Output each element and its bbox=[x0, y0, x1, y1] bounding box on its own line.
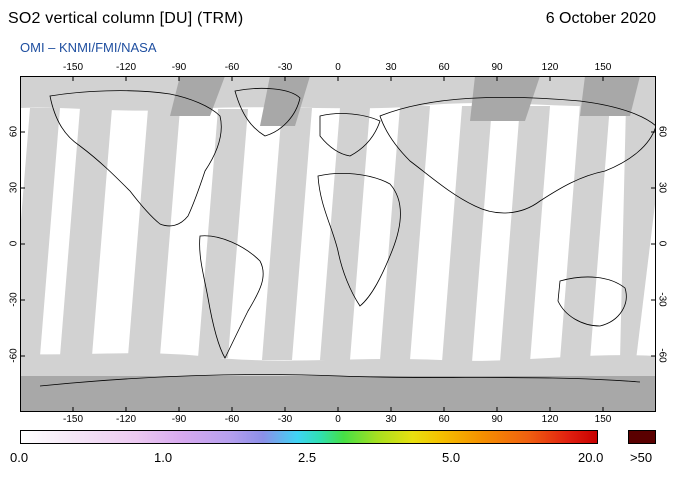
lat-tick-label-right: 0 bbox=[656, 240, 668, 247]
colorbar-label-3: 5.0 bbox=[442, 450, 461, 465]
colorbar-label-5: >50 bbox=[630, 450, 653, 465]
lon-tick-label-bottom: 120 bbox=[541, 414, 559, 425]
lon-tick-label-top: 120 bbox=[541, 62, 559, 73]
lon-tick-label-top: 150 bbox=[594, 62, 612, 73]
colorbar-overflow-swatch bbox=[628, 430, 656, 444]
colorbar-label-4: 20.0 bbox=[578, 450, 604, 465]
lon-tick-label-bottom: 150 bbox=[594, 414, 612, 425]
lat-tick-label-right: 60 bbox=[656, 125, 668, 138]
lon-tick-label-top: 30 bbox=[385, 62, 397, 73]
lat-tick-label-left: 0 bbox=[8, 240, 20, 247]
lat-tick-label-right: -60 bbox=[656, 348, 668, 363]
graticule-ticks bbox=[20, 76, 656, 412]
lon-tick-label-bottom: 0 bbox=[335, 414, 341, 425]
map-canvas bbox=[20, 76, 656, 412]
lon-tick-label-top: -60 bbox=[224, 62, 240, 73]
colorbar-label-1: 1.0 bbox=[154, 450, 173, 465]
orbit-overlap bbox=[20, 76, 656, 412]
map-subtitle: OMI – KNMI/FMI/NASA bbox=[20, 40, 157, 55]
lon-tick-label-top: 0 bbox=[335, 62, 341, 73]
lat-tick-label-left: 30 bbox=[8, 181, 20, 194]
lon-tick-label-top: 60 bbox=[438, 62, 450, 73]
lat-tick-label-left: -30 bbox=[8, 292, 20, 307]
colorbar-label-2: 2.5 bbox=[298, 450, 317, 465]
lon-tick-label-bottom: -120 bbox=[115, 414, 136, 425]
coastlines bbox=[39, 87, 656, 387]
lon-tick-label-bottom: 30 bbox=[385, 414, 397, 425]
lat-tick-label-right: -30 bbox=[656, 292, 668, 307]
colorbar bbox=[20, 430, 598, 444]
colorbar-label-0: 0.0 bbox=[10, 450, 29, 465]
orbit-gaps bbox=[20, 104, 656, 362]
lon-tick-label-bottom: -90 bbox=[171, 414, 187, 425]
lon-tick-label-bottom: -150 bbox=[62, 414, 83, 425]
lon-tick-label-top: -30 bbox=[277, 62, 293, 73]
lon-tick-label-bottom: 60 bbox=[438, 414, 450, 425]
lon-tick-label-bottom: 90 bbox=[491, 414, 503, 425]
so2-map bbox=[20, 76, 656, 412]
lon-tick-label-bottom: -60 bbox=[224, 414, 240, 425]
lon-tick-label-top: -150 bbox=[62, 62, 83, 73]
map-title: SO2 vertical column [DU] (TRM) bbox=[8, 10, 244, 27]
lon-tick-label-top: 90 bbox=[491, 62, 503, 73]
lat-tick-label-left: -60 bbox=[8, 348, 20, 363]
lat-tick-label-left: 60 bbox=[8, 125, 20, 138]
lat-tick-label-right: 30 bbox=[656, 181, 668, 194]
lon-tick-label-top: -90 bbox=[171, 62, 187, 73]
lon-tick-label-top: -120 bbox=[115, 62, 136, 73]
lon-tick-label-bottom: -30 bbox=[277, 414, 293, 425]
map-date: 6 October 2020 bbox=[545, 10, 656, 27]
